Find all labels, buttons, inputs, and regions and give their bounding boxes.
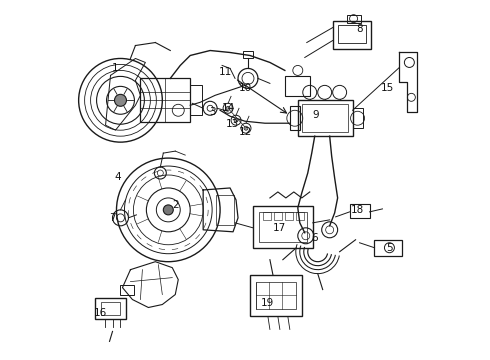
Text: 5: 5 — [386, 243, 393, 253]
Bar — [285, 76, 310, 96]
Text: 9: 9 — [313, 110, 319, 120]
Bar — [95, 298, 126, 319]
Text: 16: 16 — [94, 309, 107, 319]
Bar — [190, 85, 202, 115]
Bar — [338, 24, 366, 42]
Bar — [285, 212, 293, 220]
Bar — [333, 21, 370, 49]
Text: 6: 6 — [312, 233, 318, 243]
Text: 3: 3 — [209, 107, 216, 117]
Text: 2: 2 — [172, 200, 178, 210]
Bar — [349, 204, 369, 218]
Text: 12: 12 — [238, 127, 252, 137]
Text: 19: 19 — [261, 297, 274, 307]
Bar — [290, 106, 300, 130]
Bar — [353, 108, 363, 128]
Text: 10: 10 — [239, 84, 251, 93]
Text: 8: 8 — [356, 24, 363, 33]
Bar — [216, 195, 234, 225]
Text: 11: 11 — [219, 67, 232, 77]
Text: 7: 7 — [109, 213, 116, 223]
Bar — [346, 15, 361, 23]
Bar — [274, 212, 282, 220]
Text: 17: 17 — [273, 223, 287, 233]
Circle shape — [163, 205, 173, 215]
Bar — [374, 240, 402, 256]
Text: 15: 15 — [381, 84, 394, 93]
Bar — [259, 212, 307, 242]
Bar — [100, 302, 121, 315]
Bar — [250, 275, 302, 316]
Bar — [121, 285, 134, 294]
Bar — [298, 100, 353, 136]
Text: 14: 14 — [221, 103, 235, 113]
Bar — [243, 50, 253, 58]
Bar — [141, 78, 190, 122]
Text: 4: 4 — [114, 172, 121, 182]
Circle shape — [244, 126, 248, 130]
Bar — [296, 212, 304, 220]
Text: 1: 1 — [112, 63, 119, 73]
Circle shape — [115, 94, 126, 106]
Bar — [263, 212, 271, 220]
Text: 13: 13 — [225, 119, 239, 129]
Bar — [253, 206, 313, 248]
Text: 18: 18 — [351, 205, 364, 215]
Bar — [256, 282, 296, 310]
Bar — [302, 104, 347, 132]
Circle shape — [234, 118, 238, 122]
Circle shape — [226, 106, 230, 110]
